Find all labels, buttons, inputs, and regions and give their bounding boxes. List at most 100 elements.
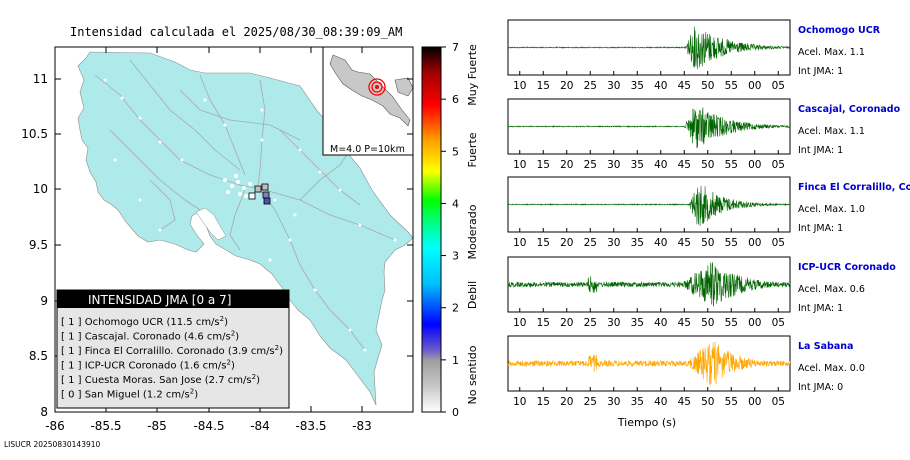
colorbar-category-label: Moderado [466, 204, 479, 259]
waveform-tick-label: 20 [560, 80, 573, 92]
waveform-tick-label: 45 [678, 80, 691, 92]
waveform-tick-label: 35 [631, 80, 644, 92]
colorbar-gradient [421, 46, 442, 413]
legend-station-name: Cuesta Moras. San Jose [85, 375, 205, 386]
waveform-tick-label: 25 [584, 159, 597, 171]
legend-level: [ 1 ] [61, 346, 85, 357]
station-int-jma: Int JMA: 0 [798, 382, 843, 393]
road-network [94, 59, 396, 351]
legend-title: INTENSIDAD JMA [0 a 7] [88, 293, 231, 307]
station-int-jma: Int JMA: 1 [798, 145, 843, 156]
station-accel-max: Acel. Max. 1.1 [798, 126, 865, 137]
waveform-tick-label: 40 [654, 159, 667, 171]
waveform-tick-label: 10 [513, 396, 526, 408]
station-name: Finca El Corralillo, Coro [798, 182, 910, 193]
waveform-tick-label: 20 [560, 237, 573, 249]
station-accel-max: Acel. Max. 0.0 [798, 363, 865, 374]
colorbar-tick-label: 3 [452, 250, 459, 263]
legend-item: [ 1 ] ICP-UCR Coronado (1.6 cm/s2) [61, 359, 235, 372]
waveform-tick-label: 00 [748, 237, 761, 249]
legend-item: [ 1 ] Finca El Corralillo. Coronado (3.9… [61, 344, 283, 357]
waveform-tick-label: 55 [725, 396, 738, 408]
intensity-legend: INTENSIDAD JMA [0 a 7] [ 1 ] Ochomogo UC… [56, 289, 290, 409]
waveform-panel: 10 15 20 25 30 35 40 45 50 55 00 05 Ochomogo UCR Acel… [507, 19, 881, 92]
legend-level: [ 1 ] [61, 375, 85, 386]
waveform-tick-label: 10 [513, 159, 526, 171]
station-name: La Sabana [798, 341, 853, 352]
lat-tick-label: 10.5 [21, 127, 48, 141]
station-name: ICP-UCR Coronado [798, 262, 896, 273]
station-markers [248, 183, 271, 205]
lon-tick-label: -85.5 [90, 419, 121, 433]
legend-station-name: San Miguel [85, 390, 143, 401]
waveform-tick-label: 15 [537, 80, 550, 92]
legend-item: [ 1 ] Ochomogo UCR (11.5 cm/s2) [61, 315, 228, 328]
legend-accel-close: ) [231, 361, 235, 372]
waveform-tick-label: 45 [678, 159, 691, 171]
waveform-tick-label: 25 [584, 317, 597, 329]
waveform-trace [507, 107, 791, 149]
legend-level: [ 1 ] [61, 332, 85, 343]
colorbar-tick-label: 4 [452, 197, 459, 210]
waveform-tick-label: 30 [607, 80, 620, 92]
legend-accel-unit-exp: 2 [190, 388, 194, 396]
nicoya-gulf [195, 207, 227, 241]
station-int-jma: Int JMA: 1 [798, 66, 843, 77]
lat-tick-label: 11 [33, 72, 48, 86]
legend-accel-unit-exp: 2 [231, 330, 235, 338]
waveform-tick-label: 05 [772, 237, 785, 249]
lat-tick-label: 8 [40, 405, 48, 419]
map-frame [54, 46, 414, 413]
legend-accel: (1.6 cm/s [180, 361, 227, 372]
legend-item: [ 1 ] Cascajal. Coronado (4.6 cm/s2) [61, 330, 239, 343]
legend-accel-close: ) [256, 375, 260, 386]
lon-tick-label: -86 [45, 419, 65, 433]
legend-accel: (3.9 cm/s [228, 346, 275, 357]
waveform-tick-label: 45 [678, 237, 691, 249]
waveform-tick-label: 30 [607, 317, 620, 329]
waveform-tick-label: 40 [654, 396, 667, 408]
lat-tick-label: 8.5 [29, 349, 48, 363]
waveform-x-label: Tiempo (s) [617, 416, 676, 429]
waveform-tick-label: 20 [560, 159, 573, 171]
colorbar-category-label: Muy Fuerte [466, 44, 479, 106]
waveform-tick-label: 25 [584, 237, 597, 249]
legend-level: [ 1 ] [61, 361, 85, 372]
lon-tick-label: -85 [147, 419, 167, 433]
waveform-tick-label: 00 [748, 317, 761, 329]
station-int-jma: Int JMA: 1 [798, 303, 843, 314]
waveform-panel: 10 15 20 25 30 35 40 45 50 55 00 05 La Sabana Acel. M… [507, 335, 865, 408]
waveform-tick-label: 25 [584, 396, 597, 408]
legend-item: [ 1 ] Cuesta Moras. San Jose (2.7 cm/s2) [61, 373, 260, 386]
waveform-tick-label: 15 [537, 237, 550, 249]
lon-tick-label: -84 [250, 419, 270, 433]
waveform-tick-label: 20 [560, 317, 573, 329]
waveform-trace [507, 26, 791, 70]
colorbar-tick-label: 0 [452, 406, 459, 419]
footer-id: LISUCR 20250830143910 [4, 440, 101, 449]
waveform-tick-label: 10 [513, 80, 526, 92]
waveform-tick-label: 50 [701, 237, 714, 249]
waveform-tick-label: 55 [725, 317, 738, 329]
waveform-tick-label: 55 [725, 159, 738, 171]
waveform-tick-label: 30 [607, 396, 620, 408]
waveform-tick-label: 05 [772, 317, 785, 329]
legend-level: [ 0 ] [61, 390, 85, 401]
waveform-trace [507, 262, 791, 307]
waveform-tick-label: 05 [772, 80, 785, 92]
legend-accel-close: ) [194, 390, 198, 401]
waveform-tick-label: 10 [513, 237, 526, 249]
colorbar-tick-label: 5 [452, 145, 459, 158]
lon-tick-label: -83.5 [295, 419, 326, 433]
waveform-tick-label: 50 [701, 80, 714, 92]
waveform-tick-label: 10 [513, 317, 526, 329]
legend-station-name: Ochomogo UCR [85, 317, 167, 328]
legend-accel-close: ) [224, 317, 228, 328]
waveform-tick-label: 35 [631, 159, 644, 171]
legend-accel-close: ) [279, 346, 283, 357]
waveform-tick-label: 00 [748, 80, 761, 92]
lon-axis: -86 -85.5 -85 -84.5 -84 -83.5 -83 [45, 47, 372, 433]
waveform-tick-label: 05 [772, 396, 785, 408]
lat-tick-label: 10 [33, 182, 48, 196]
waveform-tick-label: 00 [748, 159, 761, 171]
